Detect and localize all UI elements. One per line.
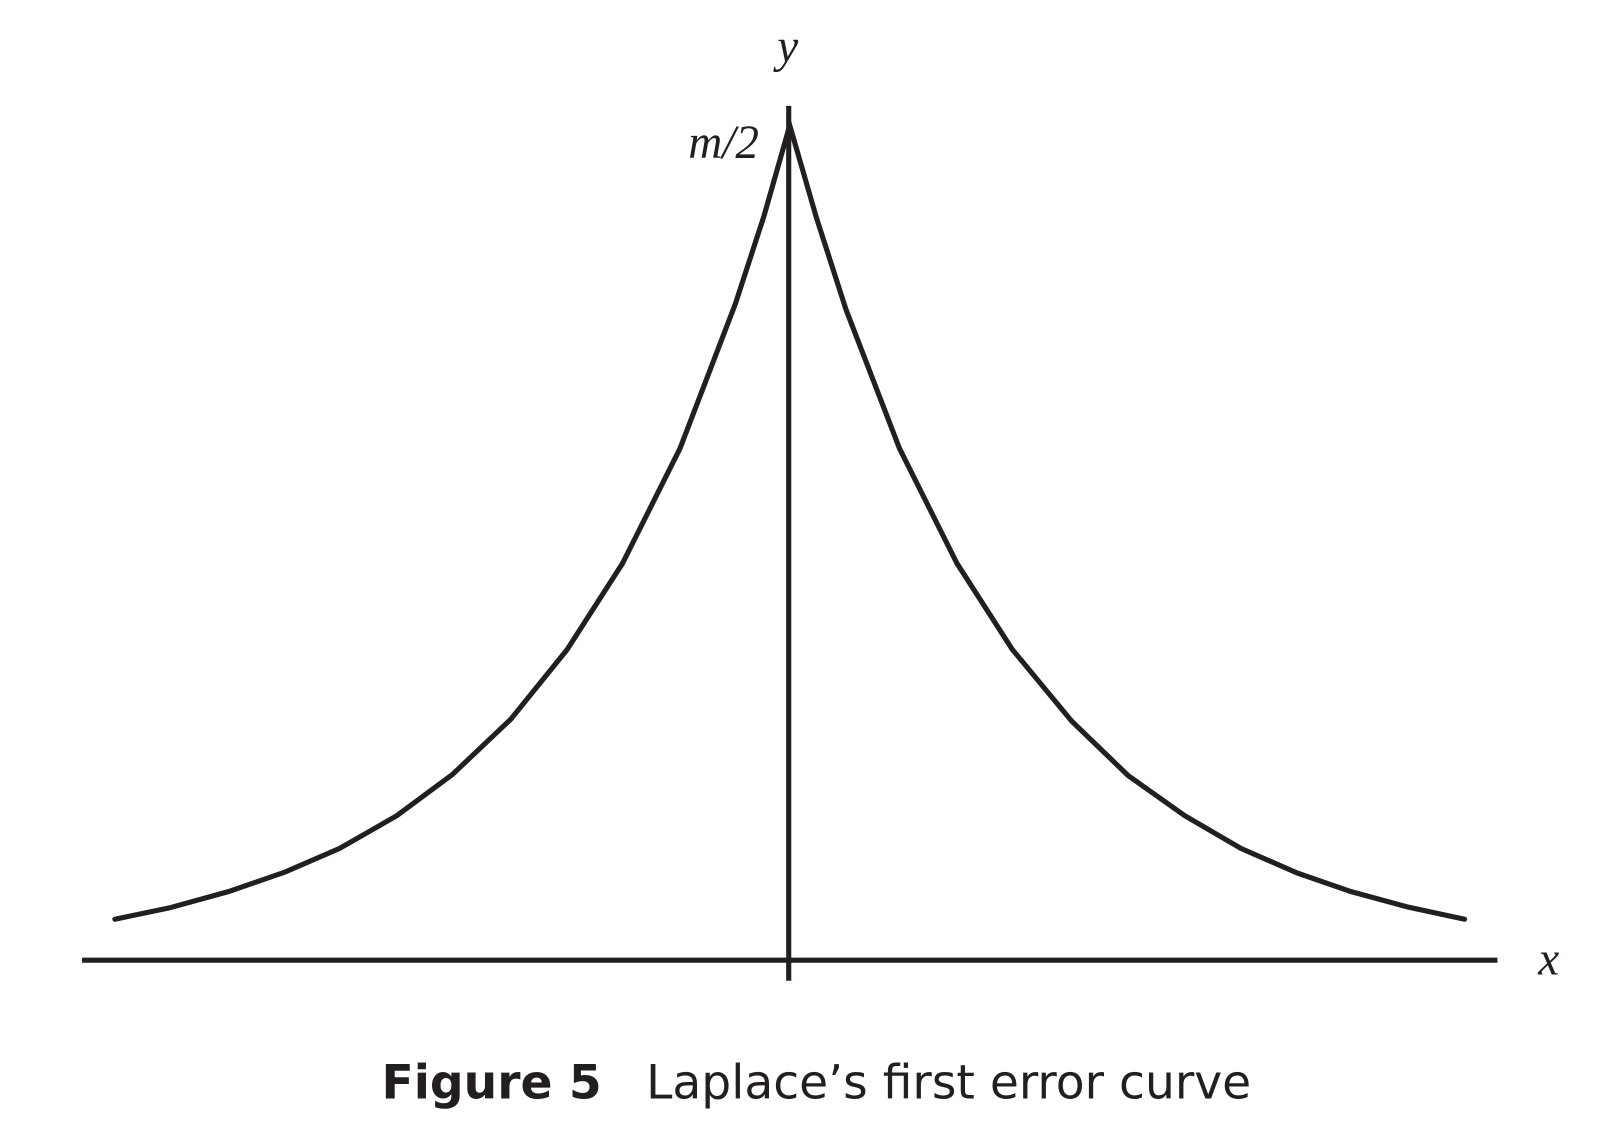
y-label: y — [773, 21, 798, 73]
caption-number: Figure 5 — [382, 1056, 602, 1111]
peak-label: m/2 — [688, 117, 759, 169]
x-label: x — [1537, 934, 1559, 986]
error-curve — [112, 116, 1468, 922]
caption-text: Laplace’s first error curve — [646, 1056, 1251, 1111]
